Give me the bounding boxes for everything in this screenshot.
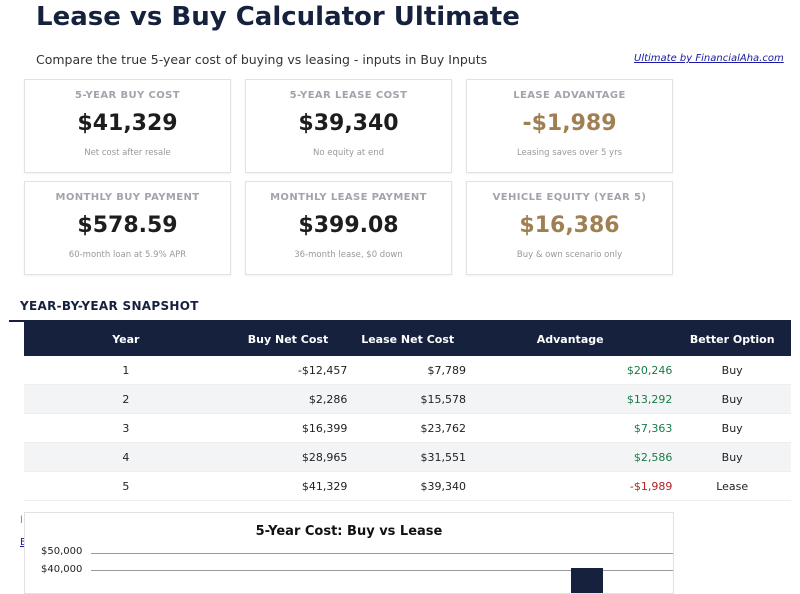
table-cell: -$1,989 bbox=[466, 471, 674, 501]
gridline bbox=[91, 570, 673, 571]
table-cell: $7,789 bbox=[348, 356, 467, 385]
kpi-label: 5-YEAR BUY COST bbox=[75, 90, 180, 101]
table-cell: $39,340 bbox=[348, 471, 467, 501]
table-cell: $15,578 bbox=[348, 384, 467, 414]
column-header: Year bbox=[24, 322, 228, 356]
table-cell: 1 bbox=[24, 356, 228, 385]
kpi-value: $39,340 bbox=[298, 111, 399, 136]
table-cell: $2,286 bbox=[227, 384, 349, 414]
section-divider bbox=[9, 320, 791, 322]
kpi-value: $41,329 bbox=[77, 111, 178, 136]
table-cell: 3 bbox=[24, 413, 228, 443]
kpi-card: MONTHLY BUY PAYMENT $578.59 60-month loan … bbox=[24, 181, 231, 275]
table-row: 1 -$12,457 $7,789 $20,246 Buy bbox=[24, 356, 791, 385]
kpi-note: Net cost after resale bbox=[84, 148, 171, 158]
snapshot-table: Year Buy Net Cost Lease Net Cost Advantage B… bbox=[24, 322, 791, 501]
page-title: Lease vs Buy Calculator Ultimate bbox=[36, 2, 520, 32]
column-header: Better Option bbox=[673, 322, 791, 356]
table-row: 2 $2,286 $15,578 $13,292 Buy bbox=[24, 384, 791, 414]
table-cell: Buy bbox=[673, 356, 791, 385]
clipped-link[interactable]: E bbox=[20, 537, 26, 548]
kpi-label: VEHICLE EQUITY (YEAR 5) bbox=[492, 192, 647, 203]
kpi-note: Buy & own scenario only bbox=[516, 250, 623, 260]
column-header: Advantage bbox=[466, 322, 674, 356]
table-cell: $7,363 bbox=[466, 413, 674, 443]
table-row: 5 $41,329 $39,340 -$1,989 Lease bbox=[24, 471, 791, 501]
kpi-value: $578.59 bbox=[77, 213, 178, 238]
financialaha-link[interactable]: Ultimate by FinancialAha.com bbox=[634, 53, 784, 64]
kpi-label: MONTHLY BUY PAYMENT bbox=[55, 192, 200, 203]
table-cell: 5 bbox=[24, 471, 228, 501]
kpi-label: MONTHLY LEASE PAYMENT bbox=[270, 192, 427, 203]
kpi-note: 36-month lease, $0 down bbox=[294, 250, 403, 260]
table-row: 4 $28,965 $31,551 $2,586 Buy bbox=[24, 442, 791, 472]
gridline bbox=[91, 553, 673, 554]
kpi-label: 5-YEAR LEASE COST bbox=[289, 90, 408, 101]
table-cell: $31,551 bbox=[348, 442, 467, 472]
chart-title: 5-Year Cost: Buy vs Lease bbox=[255, 524, 443, 539]
cost-chart: 5-Year Cost: Buy vs Lease $50,000 $40,00… bbox=[24, 512, 674, 594]
kpi-note: 60-month loan at 5.9% APR bbox=[68, 250, 187, 260]
kpi-card: VEHICLE EQUITY (YEAR 5) $16,386 Buy & own … bbox=[466, 181, 673, 275]
table-cell: Lease bbox=[673, 471, 791, 501]
kpi-note: Leasing saves over 5 yrs bbox=[516, 148, 623, 158]
kpi-card: LEASE ADVANTAGE -$1,989 Leasing saves over… bbox=[466, 79, 673, 173]
kpi-card: MONTHLY LEASE PAYMENT $399.08 36-month lea… bbox=[245, 181, 452, 275]
table-cell: 2 bbox=[24, 384, 228, 414]
table-cell: $2,586 bbox=[466, 442, 674, 472]
kpi-note: No equity at end bbox=[313, 148, 384, 158]
table-cell: $23,762 bbox=[348, 413, 467, 443]
table-cell: Buy bbox=[673, 413, 791, 443]
table-cell: Buy bbox=[673, 384, 791, 414]
section-title: YEAR-BY-YEAR SNAPSHOT bbox=[20, 299, 199, 313]
column-header: Lease Net Cost bbox=[348, 322, 467, 356]
kpi-value: $399.08 bbox=[298, 213, 399, 238]
table-cell: $28,965 bbox=[227, 442, 349, 472]
kpi-card: 5-YEAR BUY COST $41,329 Net cost after res… bbox=[24, 79, 231, 173]
table-cell: -$12,457 bbox=[227, 356, 349, 385]
kpi-value: $16,386 bbox=[519, 213, 620, 238]
table-cell: 4 bbox=[24, 442, 228, 472]
column-header: Buy Net Cost bbox=[227, 322, 349, 356]
y-tick-label: $40,000 bbox=[41, 564, 83, 575]
table-cell: $20,246 bbox=[466, 356, 674, 385]
table-cell: $13,292 bbox=[466, 384, 674, 414]
table-cell: Buy bbox=[673, 442, 791, 472]
table-cell: $16,399 bbox=[227, 413, 349, 443]
y-tick-label: $50,000 bbox=[41, 546, 83, 557]
table-row: 3 $16,399 $23,762 $7,363 Buy bbox=[24, 413, 791, 443]
page-subtitle: Compare the true 5-year cost of buying v… bbox=[36, 52, 488, 67]
kpi-value: -$1,989 bbox=[522, 111, 617, 136]
table-cell: $41,329 bbox=[227, 471, 349, 501]
kpi-label: LEASE ADVANTAGE bbox=[513, 90, 626, 101]
clipped-text: l bbox=[20, 515, 23, 526]
kpi-card: 5-YEAR LEASE COST $39,340 No equity at end bbox=[245, 79, 452, 173]
